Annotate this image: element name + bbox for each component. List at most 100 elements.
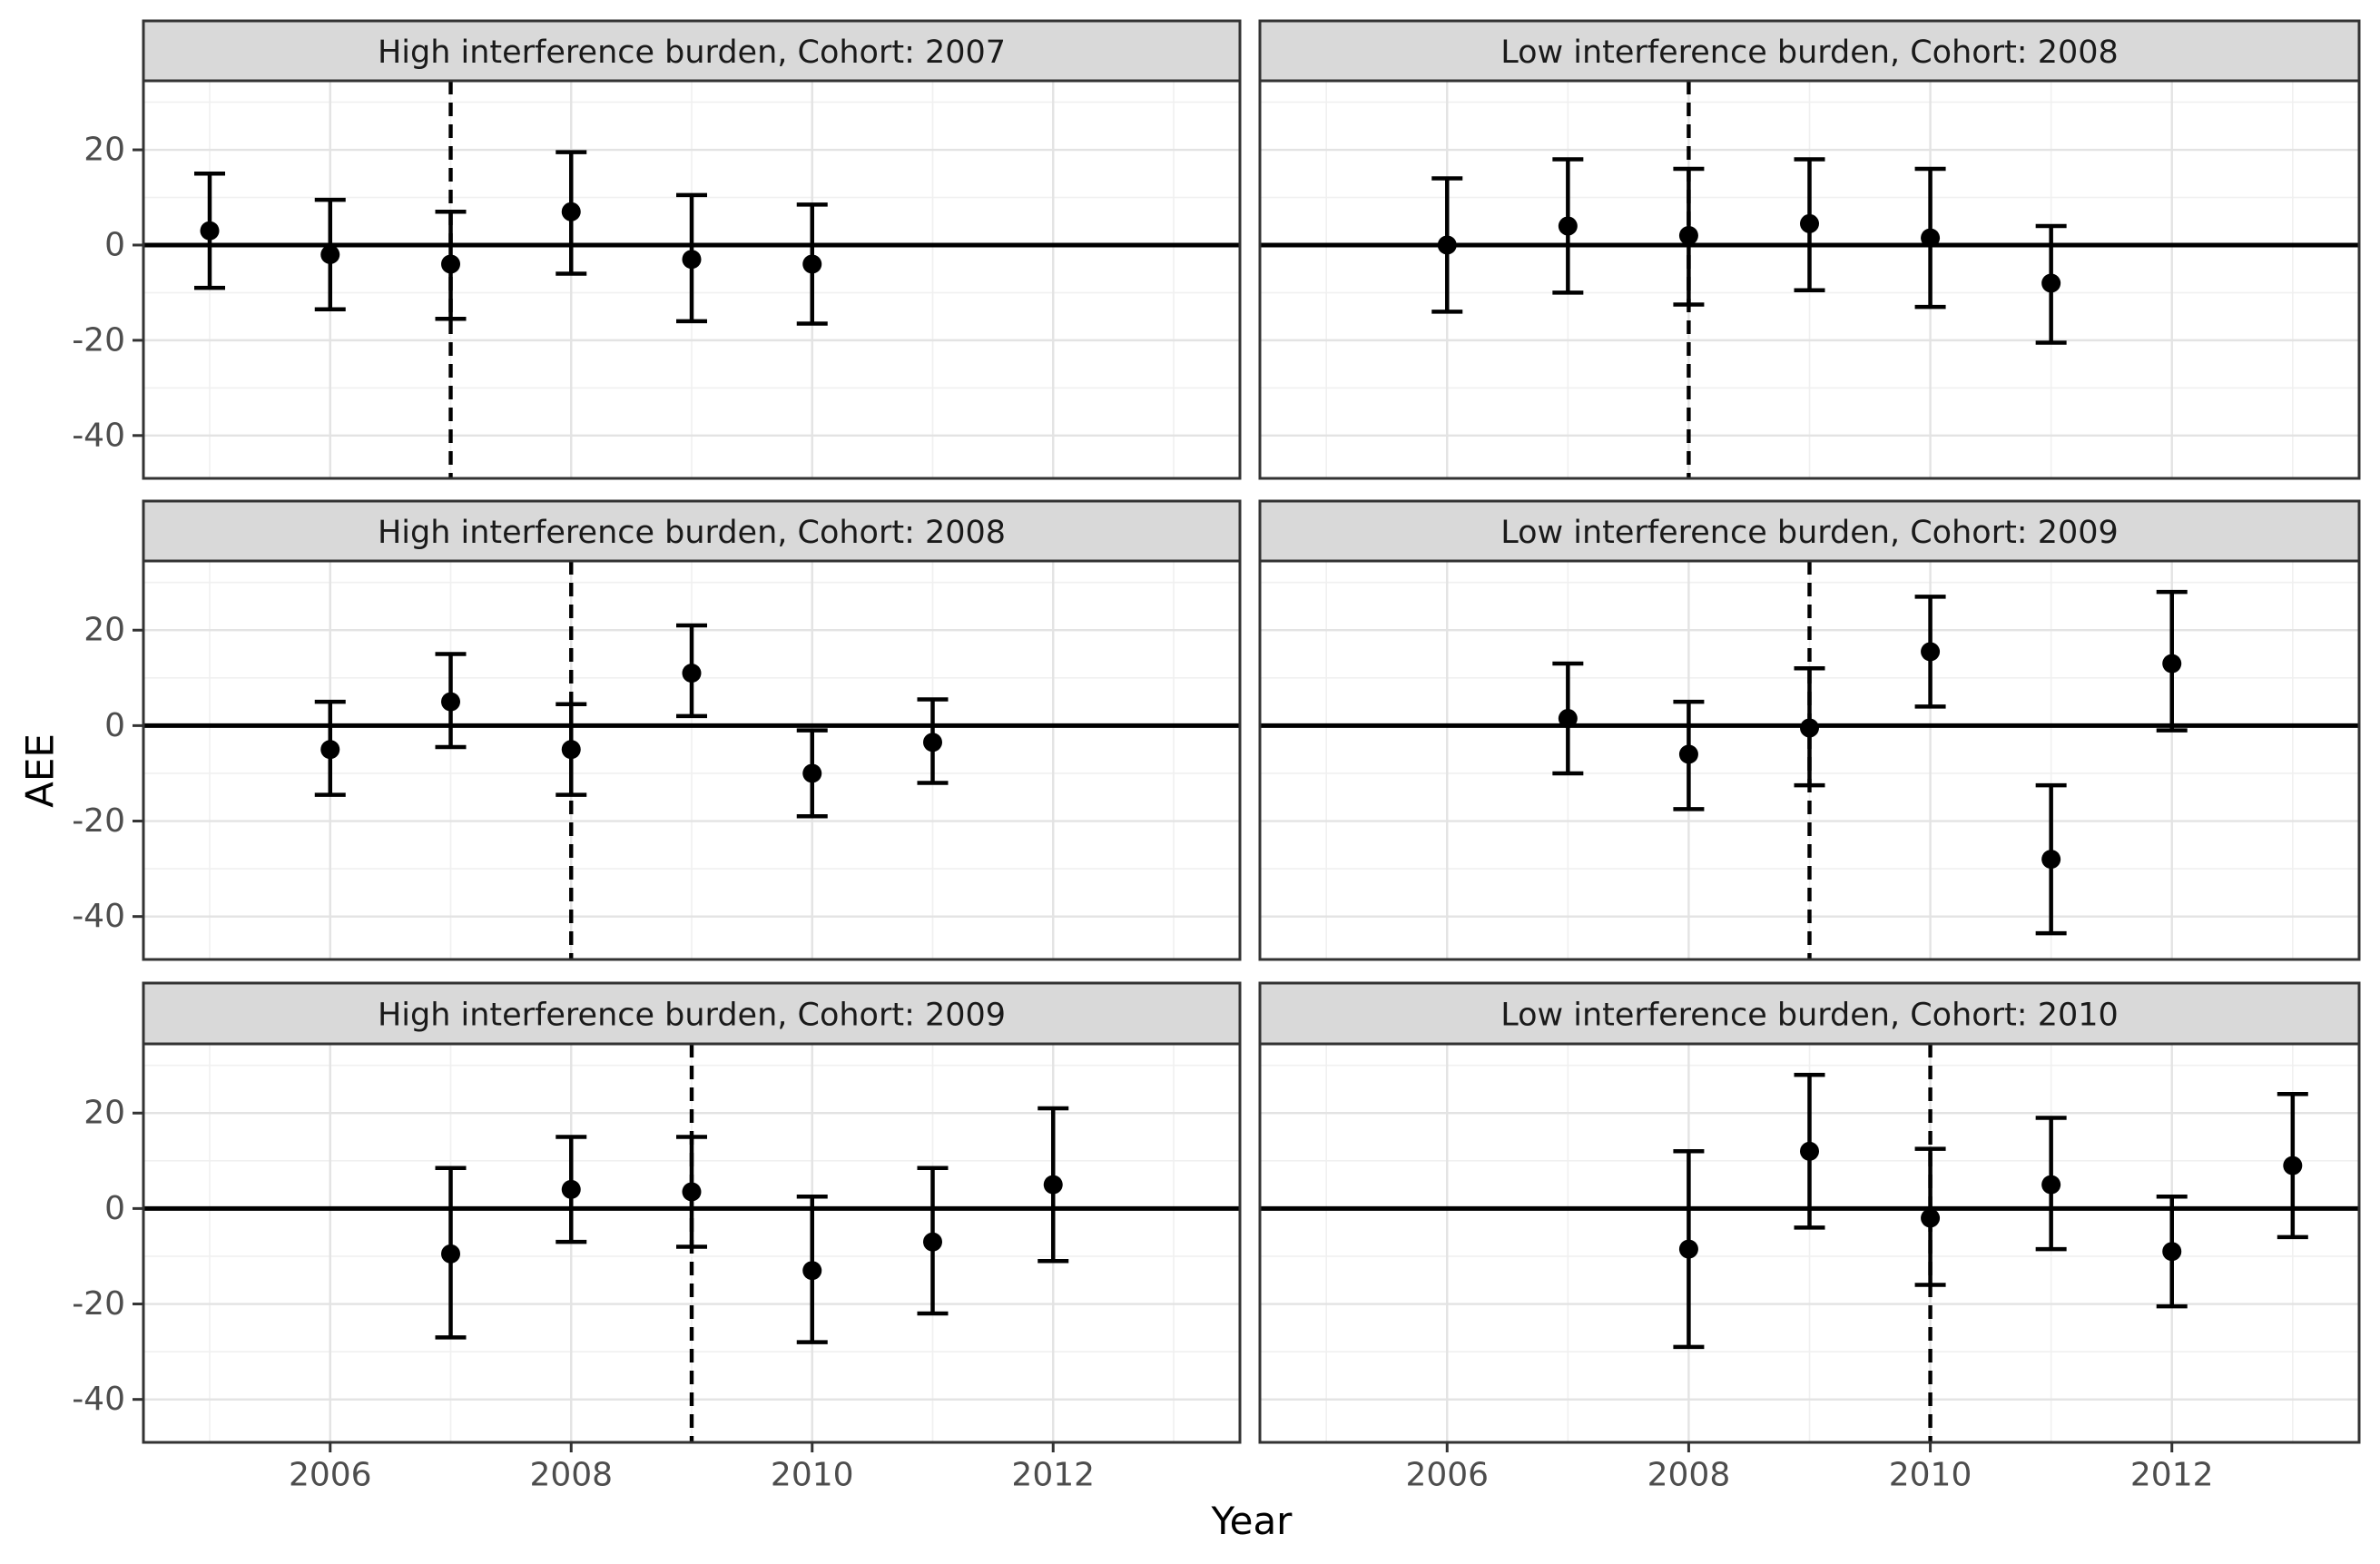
x-tick-label: 2008 <box>529 1457 613 1494</box>
facet-strip-label: High interference burden, Cohort: 2009 <box>378 998 1006 1034</box>
point-marker <box>441 692 461 712</box>
y-tick-label: -40 <box>72 898 125 935</box>
y-tick-label: 0 <box>104 226 125 263</box>
error-bar-point <box>2035 782 2067 936</box>
y-tick-label: 20 <box>84 1095 125 1132</box>
error-bar-point <box>676 192 707 324</box>
error-bar-point <box>1794 666 1825 788</box>
point-marker <box>682 1182 702 1202</box>
y-tick-label: -20 <box>72 1285 125 1323</box>
error-bar-point <box>1431 176 1463 314</box>
error-bar-point <box>1794 1072 1825 1230</box>
x-tick-label: 2008 <box>1647 1457 1731 1494</box>
point-marker <box>561 1179 581 1199</box>
point-marker <box>802 1261 822 1281</box>
x-tick-label: 2006 <box>1405 1457 1489 1494</box>
x-tick-label: 2012 <box>1011 1457 1095 1494</box>
point-marker <box>320 244 340 264</box>
x-axis-title: Year <box>1211 1499 1293 1543</box>
y-tick-label: -20 <box>72 321 125 359</box>
facet-strip <box>142 981 1242 1046</box>
error-bar-point <box>796 202 828 326</box>
point-marker <box>2162 1242 2182 1262</box>
facet-strip <box>1258 19 2361 83</box>
error-bar-point <box>2277 1091 2308 1240</box>
y-tick-label: -40 <box>72 1381 125 1418</box>
error-bar-point <box>1673 166 1705 307</box>
y-tick-label: 20 <box>84 612 125 649</box>
error-bar-point <box>1038 1106 1069 1264</box>
point-marker <box>922 733 942 752</box>
error-bar-point <box>314 699 346 797</box>
error-bar-point <box>556 1135 587 1244</box>
error-bar-point <box>2035 223 2067 345</box>
point-marker <box>2041 1175 2061 1195</box>
y-tick-label: -40 <box>72 417 125 454</box>
y-axis-title: AEE <box>18 733 63 808</box>
facet-strip-label: Low interference burden, Cohort: 2008 <box>1500 34 2119 71</box>
error-bar-point <box>435 652 467 750</box>
error-bar-point <box>676 1135 707 1249</box>
point-marker <box>1800 213 1819 233</box>
facet-panel: High interference burden, Cohort: 2007 <box>142 19 1242 480</box>
error-bar-point <box>1673 699 1705 812</box>
point-marker <box>1800 718 1819 738</box>
point-marker <box>561 202 581 221</box>
point-marker <box>2041 850 2061 870</box>
error-bar-point <box>796 728 828 819</box>
facet-strip <box>1258 499 2361 563</box>
error-bar-point <box>314 197 346 312</box>
y-tick-label: 0 <box>104 1190 125 1227</box>
point-marker <box>200 221 220 241</box>
point-marker <box>1558 708 1578 728</box>
facet-panel: High interference burden, Cohort: 2009 <box>142 981 1242 1444</box>
error-bar-point <box>1673 1149 1705 1350</box>
error-bar-point <box>435 210 467 321</box>
point-marker <box>1437 235 1457 255</box>
error-bar-point <box>917 1166 949 1316</box>
point-marker <box>1678 225 1698 245</box>
facet-panel: Low interference burden, Cohort: 2009 <box>1258 499 2361 961</box>
error-bar-point <box>1914 1146 1946 1287</box>
facet-strip <box>142 499 1242 563</box>
error-bar-point <box>194 172 226 290</box>
facet-strip-label: High interference burden, Cohort: 2008 <box>378 515 1006 551</box>
error-bar-point <box>556 150 587 276</box>
error-bar-point <box>556 702 587 797</box>
error-bar-point <box>796 1194 828 1344</box>
y-tick-label: 0 <box>104 707 125 744</box>
facet-panel: Low interference burden, Cohort: 2008 <box>1258 19 2361 480</box>
y-tick-label: -20 <box>72 802 125 840</box>
facet-panel: Low interference burden, Cohort: 2010 <box>1258 981 2361 1444</box>
error-bar-point <box>2035 1116 2067 1252</box>
point-marker <box>802 254 822 274</box>
point-marker <box>441 1244 461 1264</box>
facet-strip <box>142 19 1242 83</box>
facet-strip-label: Low interference burden, Cohort: 2010 <box>1500 998 2119 1034</box>
facet-strip <box>1258 981 2361 1046</box>
point-marker <box>1558 216 1578 236</box>
point-marker <box>1921 228 1941 248</box>
point-marker <box>922 1232 942 1252</box>
point-marker <box>2283 1156 2303 1175</box>
point-marker <box>2041 273 2061 293</box>
error-bar-point <box>1552 661 1584 776</box>
error-bar-point <box>917 697 949 785</box>
error-bar-point <box>435 1166 467 1340</box>
point-marker <box>561 740 581 760</box>
facet-strip-label: High interference burden, Cohort: 2007 <box>378 34 1006 71</box>
point-marker <box>1678 744 1698 764</box>
error-bar-point <box>1914 595 1946 709</box>
point-marker <box>682 250 702 270</box>
point-marker <box>1043 1175 1063 1195</box>
x-tick-label: 2006 <box>289 1457 372 1494</box>
error-bar-point <box>2156 1194 2188 1309</box>
error-bar-point <box>1914 166 1946 310</box>
error-bar-point <box>1552 157 1584 295</box>
y-tick-label: 20 <box>84 132 125 169</box>
point-marker <box>1921 642 1941 662</box>
error-bar-point <box>676 623 707 719</box>
facet-strip-label: Low interference burden, Cohort: 2009 <box>1500 515 2119 551</box>
x-tick-label: 2012 <box>2130 1457 2214 1494</box>
